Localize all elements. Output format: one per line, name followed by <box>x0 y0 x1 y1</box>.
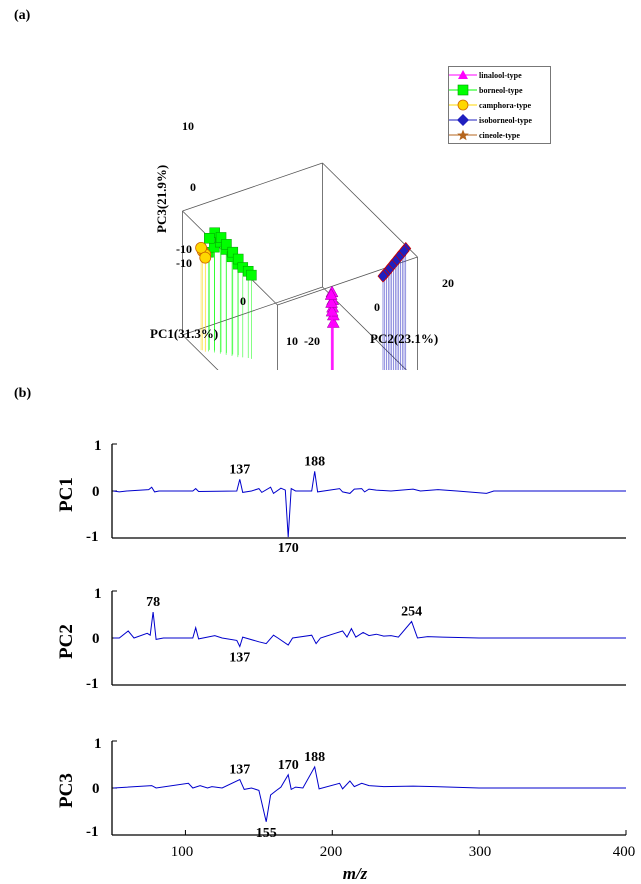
pc1-ylabel: PC1 <box>56 477 77 512</box>
triangle-data-point <box>325 304 339 317</box>
panel-label-b: (b) <box>14 386 32 401</box>
z-tick-top: 10 <box>182 119 194 133</box>
peak-label: 78 <box>146 595 160 610</box>
spectrum-line <box>113 765 626 822</box>
3d-bounding-box <box>182 162 418 370</box>
legend-label: linalool-type <box>479 70 522 80</box>
peak-label: 188 <box>304 454 325 469</box>
box-edge <box>182 334 219 370</box>
spectrum-line <box>113 471 626 538</box>
box-edge <box>322 286 407 370</box>
pc2-ytick-zero: 0 <box>92 631 100 647</box>
panel-label-a: (a) <box>14 8 31 23</box>
peak-label: 170 <box>278 758 299 773</box>
y-tick-left: -20 <box>304 334 320 348</box>
diamond-data-point <box>377 269 389 283</box>
y-tick-mid: 0 <box>374 300 380 314</box>
x-tick-left: -10 <box>176 256 192 270</box>
triangle-data-point <box>324 288 338 300</box>
legend-item-cineole: cineole-type <box>449 128 520 142</box>
pc2-ytick-top: 1 <box>94 586 102 602</box>
legend-item-borneol: borneol-type <box>449 83 523 97</box>
pc1-ytick-zero: 0 <box>92 484 100 500</box>
mz-tick-labels: 100 200 300 400 <box>171 844 636 860</box>
pc3-ytick-top: 1 <box>94 736 102 752</box>
3d-data-points <box>195 227 412 370</box>
legend: linalool-type borneol-type camphora-type… <box>448 66 551 144</box>
mz-tick-300: 300 <box>469 844 492 860</box>
z-axis-label: PC3(21.9%) <box>154 165 169 233</box>
circle-marker-icon <box>449 99 477 111</box>
peak-label: 188 <box>304 750 325 765</box>
legend-label: cineole-type <box>479 130 520 140</box>
diamond-marker-icon <box>449 114 477 126</box>
peak-label: 137 <box>229 462 250 477</box>
square-marker-icon <box>449 84 477 96</box>
mz-tick-200: 200 <box>320 844 343 860</box>
peak-label: 137 <box>229 763 250 778</box>
peak-label: 170 <box>278 541 299 556</box>
square-data-point <box>246 269 257 281</box>
y-axis-label: PC2(23.1%) <box>370 331 438 346</box>
legend-item-linalool: linalool-type <box>449 68 522 82</box>
pc2-ylabel: PC2 <box>56 624 77 659</box>
z-tick-bottom: -10 <box>176 242 192 256</box>
circle-data-point <box>199 251 212 264</box>
legend-item-isoborneol: isoborneol-type <box>449 113 532 127</box>
box-edge <box>182 162 323 212</box>
circle-data-point <box>195 241 208 254</box>
pc1-ytick-top: 1 <box>94 438 102 454</box>
legend-label: camphora-type <box>479 100 531 110</box>
pc3-ytick-bottom: -1 <box>86 824 99 840</box>
peak-label: 155 <box>256 826 277 841</box>
mz-axis-label: m/z <box>343 864 368 883</box>
x-axis-label: PC1(31.3%) <box>150 326 218 341</box>
diamond-data-point <box>398 244 410 258</box>
legend-item-camphora: camphora-type <box>449 98 531 112</box>
pca-3d-scatter: PC3(21.9%) PC1(31.3%) PC2(23.1%) 10 0 -1… <box>150 119 454 370</box>
legend-label: borneol-type <box>479 85 523 95</box>
square-data-point <box>215 232 227 243</box>
pc1-loadings-panel: PC1 1 0 -1 137 188 170 <box>56 438 626 556</box>
square-data-point <box>204 233 215 244</box>
pc1-ytick-bottom: -1 <box>86 529 99 545</box>
x-tick-right: 10 <box>286 334 298 348</box>
pc3-ytick-zero: 0 <box>92 781 100 797</box>
x-tick-mid: 0 <box>240 294 246 308</box>
pc2-ytick-bottom: -1 <box>86 676 99 692</box>
mz-tick-400: 400 <box>613 844 636 860</box>
pc2-loadings-panel: PC2 1 0 -1 78 254 137 <box>56 586 626 692</box>
pc3-ylabel: PC3 <box>56 773 77 808</box>
z-tick-mid: 0 <box>190 180 196 194</box>
mz-tick-100: 100 <box>171 844 194 860</box>
box-edge <box>322 162 418 258</box>
peak-label: 254 <box>401 605 422 620</box>
peak-label: 137 <box>229 650 250 665</box>
square-data-point <box>227 246 239 258</box>
legend-label: isoborneol-type <box>479 115 532 125</box>
triangle-marker-icon <box>449 70 477 79</box>
y-tick-right: 20 <box>442 276 454 290</box>
square-data-point <box>221 239 232 250</box>
pc3-loadings-panel: PC3 1 0 -1 137 170 188 155 <box>56 736 627 841</box>
box-edge <box>182 286 323 336</box>
triangle-data-point <box>325 296 338 308</box>
star-marker-icon <box>449 129 477 141</box>
spectrum-line <box>113 612 626 648</box>
